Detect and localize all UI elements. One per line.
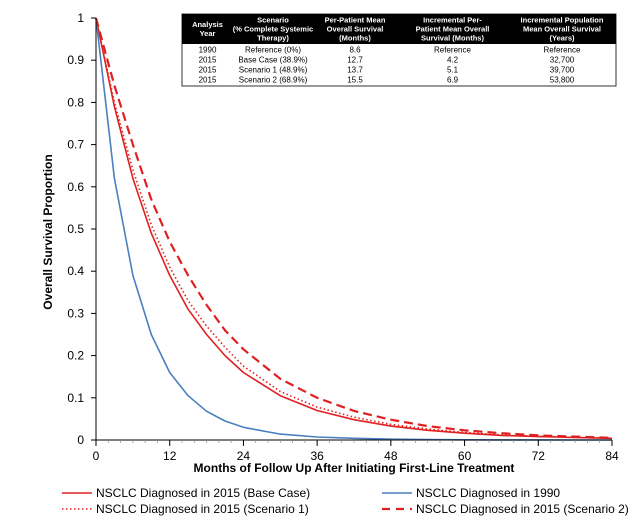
series-line-1 (95, 17, 613, 440)
table-cell: Scenario 1 (48.9%) (239, 66, 308, 75)
table-header-text: Analysis (192, 20, 223, 29)
x-tick-label: 0 (93, 449, 100, 463)
table-cell: 6.9 (447, 76, 459, 85)
x-tick-label: 24 (237, 449, 251, 463)
y-tick-label: 0.6 (67, 180, 84, 194)
x-tick-label: 60 (458, 449, 472, 463)
table-cell: 12.7 (347, 56, 363, 65)
table-header-text: Patient Mean Overall (416, 25, 490, 34)
y-tick-label: 0.1 (67, 391, 84, 405)
table-cell: 2015 (199, 66, 217, 75)
y-tick-label: 0 (77, 433, 84, 447)
table-header-text: Survival (Months) (421, 34, 484, 43)
x-tick-label: 12 (163, 449, 177, 463)
x-tick-label: 84 (605, 449, 619, 463)
table-header-text: Per-Patient Mean (325, 16, 386, 25)
ticks: 0 12 24 36 48 60 72 84 0 0.1 0.2 0.3 0.4 0.5 0.6 0.7 0.8… (67, 11, 619, 463)
x-tick-label: 36 (310, 449, 324, 463)
table-cell: Scenario 2 (68.9%) (239, 76, 308, 85)
legend-label-0: NSCLC Diagnosed in 2015 (Base Case) (96, 486, 310, 500)
legend-label-1: NSCLC Diagnosed in 2015 (Scenario 1) (96, 502, 309, 516)
y-tick-label: 0.3 (67, 306, 84, 320)
y-tick-label: 0.8 (67, 95, 84, 109)
table-header-bg (182, 14, 616, 44)
y-tick-label: 0.9 (67, 53, 84, 67)
legend-label-2: NSCLC Diagnosed in 1990 (416, 486, 560, 500)
table-cell: 2015 (199, 76, 217, 85)
table-cell: 1990 (199, 46, 217, 55)
table-cell: 32,700 (550, 56, 575, 65)
table-header-text: Mean Overall Survival (523, 25, 601, 34)
y-tick-label: 0.4 (67, 264, 84, 278)
table-cell: Reference (544, 46, 581, 55)
table-cell: 39,700 (550, 66, 575, 75)
table-cell: Reference (434, 46, 471, 55)
table-cell: 4.2 (447, 56, 459, 65)
table-header-text: Incremental Population (521, 16, 604, 25)
x-tick-label: 48 (384, 449, 398, 463)
table-header-text: (% Complete Systemic (233, 25, 313, 34)
y-tick-label: 0.5 (67, 222, 84, 236)
legend-label-3: NSCLC Diagnosed in 2015 (Scenario 2) (416, 502, 629, 516)
table-header-text: Scenario (257, 16, 289, 25)
table-header-text: (Years) (549, 34, 575, 43)
table-cell: 53,800 (550, 76, 575, 85)
table-cell: 13.7 (347, 66, 363, 75)
table-header-text: Year (200, 29, 216, 38)
y-tick-label: 1 (77, 11, 84, 25)
y-axis-title: Overall Survival Proportion (41, 154, 55, 309)
table-cell: 2015 (199, 56, 217, 65)
table-cell: 5.1 (447, 66, 459, 75)
table-header-text: (Months) (339, 34, 371, 43)
table-header-text: Overall Survival (327, 25, 384, 34)
series-line-3 (94, 17, 613, 439)
y-tick-label: 0.7 (67, 138, 84, 152)
table-header-text: Therapy) (257, 34, 289, 43)
table-cell: 15.5 (347, 76, 363, 85)
table-header-text: Incremental Per- (423, 16, 482, 25)
x-tick-label: 72 (532, 449, 546, 463)
y-tick-label: 0.2 (67, 349, 84, 363)
x-axis-title: Months of Follow Up After Initiating Fir… (194, 461, 515, 475)
table-cell: Reference (0%) (245, 46, 301, 55)
legend: NSCLC Diagnosed in 2015 (Base Case) NSCLC… (62, 486, 629, 516)
table-cell: Base Case (38.9%) (238, 56, 308, 65)
table-cell: 8.6 (349, 46, 361, 55)
